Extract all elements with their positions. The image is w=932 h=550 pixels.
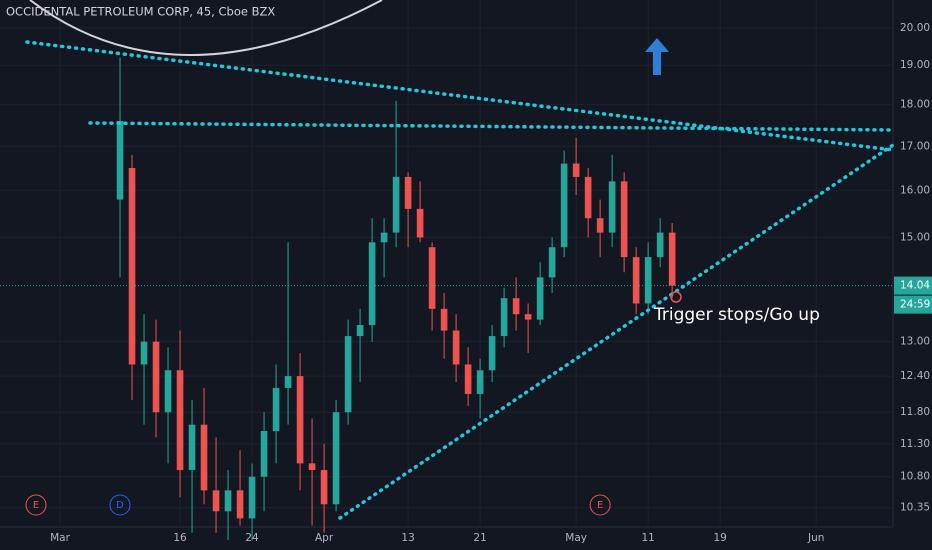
y-tick-label: 20.00 bbox=[900, 22, 930, 34]
event-marker bbox=[589, 494, 611, 516]
circle-drawing bbox=[29, 0, 383, 56]
candle-body bbox=[668, 232, 676, 286]
candle-body bbox=[452, 330, 460, 365]
y-tick-label: 10.80 bbox=[900, 471, 930, 483]
candle-body bbox=[572, 163, 580, 177]
candle-body bbox=[236, 490, 244, 519]
y-tick-label: 15.00 bbox=[900, 231, 930, 243]
candle-body bbox=[320, 470, 328, 505]
event-label: E bbox=[597, 500, 603, 511]
candle-body bbox=[596, 218, 604, 233]
x-tick-label: 24 bbox=[245, 532, 259, 544]
candle-body bbox=[656, 232, 664, 258]
marker-circle bbox=[670, 291, 682, 303]
candle-body bbox=[536, 277, 544, 320]
trendline bbox=[25, 40, 895, 152]
candle-body bbox=[380, 232, 388, 243]
candle-body bbox=[116, 120, 124, 200]
candle-body bbox=[608, 181, 616, 233]
y-tick-label: 10.35 bbox=[900, 502, 930, 514]
candle-body bbox=[164, 370, 172, 413]
candle-body bbox=[464, 364, 472, 394]
y-tick-label: 13.00 bbox=[900, 336, 930, 348]
y-tick-label: 17.00 bbox=[900, 140, 930, 152]
event-label: D bbox=[116, 500, 124, 511]
x-tick-label: 11 bbox=[641, 532, 654, 544]
candle-body bbox=[140, 341, 148, 365]
countdown-label: 24:59 bbox=[900, 299, 930, 311]
y-tick-label: 16.00 bbox=[900, 184, 930, 196]
countdown-badge bbox=[894, 295, 932, 314]
candle-body bbox=[512, 298, 520, 315]
event-label: E bbox=[33, 500, 39, 511]
x-tick-label: Jun bbox=[807, 532, 824, 544]
last-price-badge bbox=[894, 276, 932, 295]
candle-body bbox=[224, 490, 232, 512]
candle-body bbox=[620, 181, 628, 258]
candle-body bbox=[392, 176, 400, 233]
candle-body bbox=[584, 176, 592, 219]
candle-body bbox=[428, 247, 436, 309]
candle-body bbox=[416, 208, 424, 238]
x-tick-label: Mar bbox=[50, 532, 70, 544]
candle-body bbox=[488, 336, 496, 371]
arrow-up bbox=[645, 38, 669, 75]
x-tick-label: 19 bbox=[713, 532, 726, 544]
trendline bbox=[338, 143, 895, 520]
candle-body bbox=[476, 370, 484, 394]
y-tick-label: 19.00 bbox=[900, 59, 930, 71]
candle-body bbox=[356, 325, 364, 337]
candle-body bbox=[260, 430, 268, 477]
candle-body bbox=[308, 463, 316, 471]
candle-body bbox=[212, 490, 220, 512]
candle-body bbox=[404, 176, 412, 209]
event-marker bbox=[109, 494, 131, 516]
x-tick-label: Apr bbox=[315, 532, 334, 544]
x-tick-label: May bbox=[565, 532, 587, 544]
candle-body bbox=[176, 370, 184, 471]
candle-body bbox=[560, 163, 568, 248]
x-tick-label: 16 bbox=[173, 532, 187, 544]
y-tick-label: 11.30 bbox=[900, 438, 930, 450]
annotation: Trigger stops/Go up bbox=[653, 305, 820, 325]
last-price-label: 14.04 bbox=[900, 280, 930, 292]
candle-body bbox=[128, 168, 136, 365]
candle-body bbox=[296, 376, 304, 464]
trendline bbox=[88, 121, 895, 132]
candle-body bbox=[548, 247, 556, 278]
candle-body bbox=[524, 314, 532, 320]
x-tick-label: 21 bbox=[473, 532, 486, 544]
candle-body bbox=[248, 476, 256, 519]
candle-body bbox=[632, 257, 640, 304]
candle-body bbox=[440, 308, 448, 331]
y-tick-label: 12.40 bbox=[900, 370, 930, 382]
candle-body bbox=[188, 424, 196, 471]
candle-body bbox=[644, 257, 652, 304]
candle-body bbox=[152, 341, 160, 413]
candle-body bbox=[332, 412, 340, 505]
candle-body bbox=[284, 376, 292, 388]
chart-title: OCCIDENTAL PETROLEUM CORP, 45, Cboe BZX bbox=[6, 5, 275, 19]
candle-body bbox=[200, 424, 208, 491]
y-tick-label: 18.00 bbox=[900, 99, 930, 111]
candle-body bbox=[344, 336, 352, 413]
candle-body bbox=[368, 242, 376, 326]
candle-body bbox=[272, 387, 280, 431]
event-marker bbox=[25, 494, 47, 516]
y-tick-label: 11.80 bbox=[900, 406, 930, 418]
candle-body bbox=[500, 298, 508, 337]
x-tick-label: 13 bbox=[401, 532, 414, 544]
